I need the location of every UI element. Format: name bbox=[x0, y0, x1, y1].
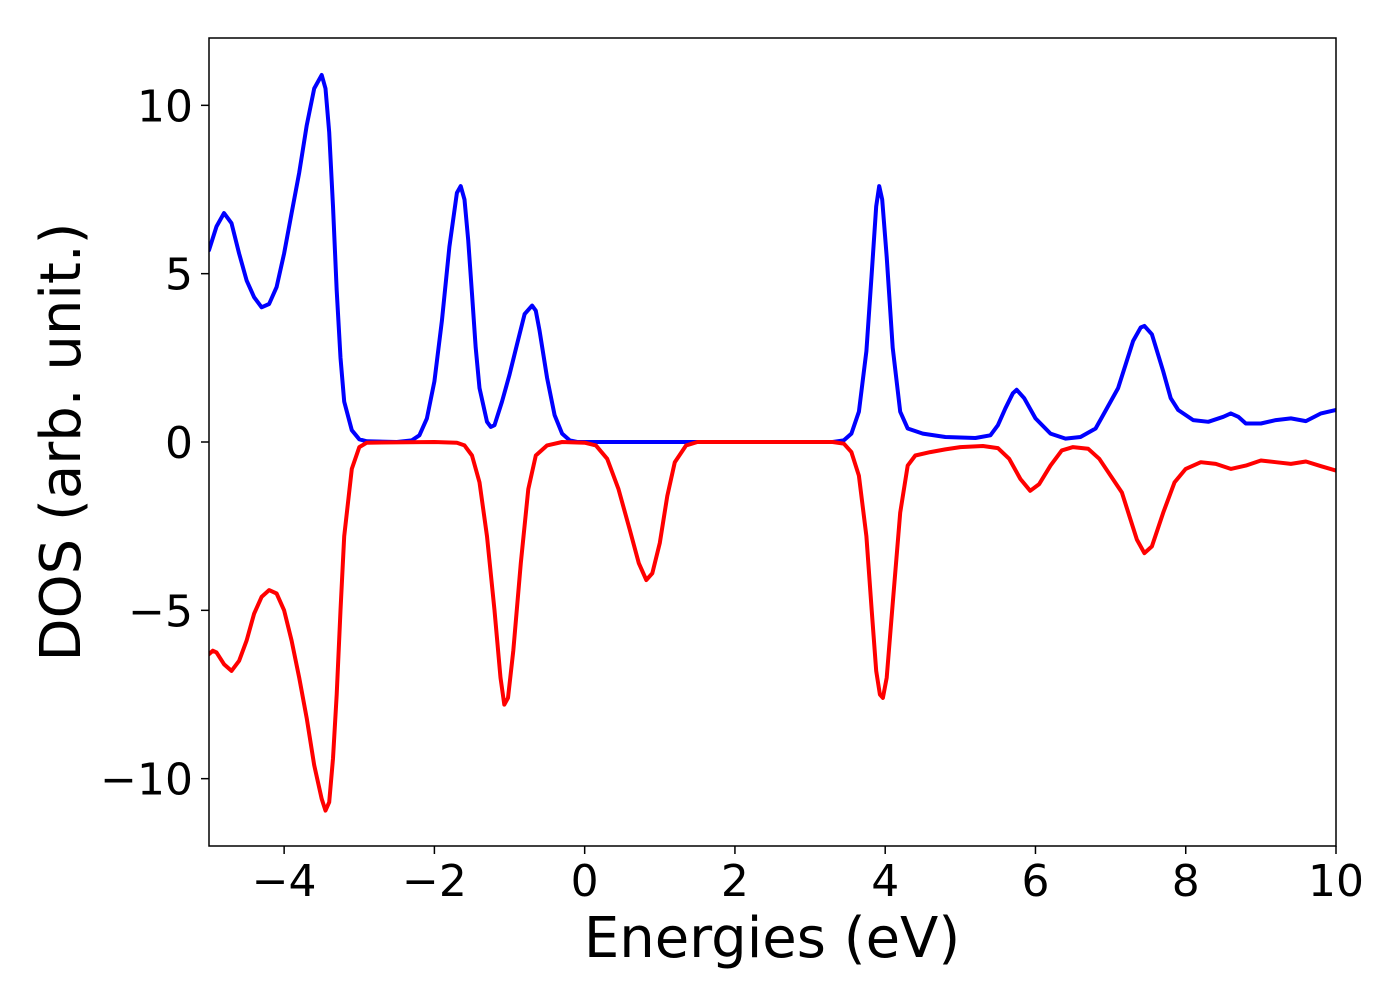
x-axis-title: Energies (eV) bbox=[584, 906, 960, 971]
x-tick-label: 4 bbox=[871, 856, 899, 907]
x-tick-label: −4 bbox=[252, 856, 317, 907]
x-tick-label: 10 bbox=[1308, 856, 1364, 907]
y-tick-label: −10 bbox=[100, 755, 193, 806]
series-line-2 bbox=[209, 440, 1336, 813]
y-axis-title: DOS (arb. unit.) bbox=[29, 222, 94, 661]
x-tick-label: 8 bbox=[1172, 856, 1200, 907]
x-tick-label: 0 bbox=[571, 856, 599, 907]
y-tick-label: 5 bbox=[165, 250, 193, 301]
x-tick-label: 2 bbox=[721, 856, 749, 907]
x-axis-ticks: −4 −2 0 2 4 6 8 10 bbox=[252, 846, 1364, 907]
y-axis-ticks: 10 5 0 −5 −10 bbox=[100, 81, 209, 806]
x-tick-label: −2 bbox=[402, 856, 467, 907]
series-layer bbox=[209, 73, 1336, 813]
x-tick-label: 6 bbox=[1021, 856, 1049, 907]
y-tick-label: −5 bbox=[128, 586, 193, 637]
y-tick-label: 0 bbox=[165, 418, 193, 469]
y-tick-label: 10 bbox=[137, 81, 193, 132]
